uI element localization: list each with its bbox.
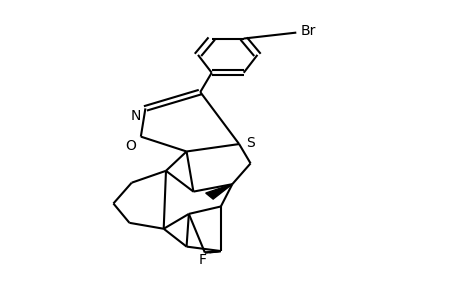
Text: S: S [246, 136, 254, 150]
Text: F: F [198, 253, 206, 267]
Text: O: O [125, 139, 136, 152]
Text: N: N [130, 109, 140, 123]
Text: Br: Br [300, 24, 315, 38]
Polygon shape [205, 184, 232, 199]
